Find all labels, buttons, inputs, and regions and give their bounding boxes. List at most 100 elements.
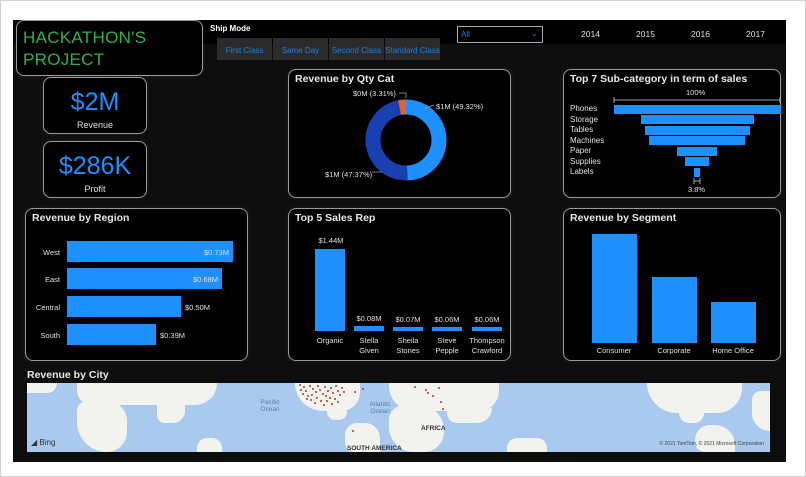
funnel-bar-paper[interactable] bbox=[677, 147, 717, 156]
top-sales-rep-card: Top 5 Sales Rep $1.44M $0.08M $0.07M $0.… bbox=[288, 208, 511, 361]
region-row-east: East $0.68M bbox=[32, 268, 247, 290]
map-title: Revenue by City bbox=[27, 369, 109, 381]
revenue-kpi-card: $2M Revenue bbox=[43, 77, 147, 134]
city-dot bbox=[352, 430, 354, 432]
funnel-top-pct: 100% bbox=[686, 88, 706, 97]
profit-label: Profit bbox=[84, 184, 106, 194]
profit-kpi-card: $286K Profit bbox=[43, 141, 147, 198]
city-dots-europe bbox=[354, 383, 452, 413]
land-shape bbox=[447, 408, 492, 423]
revenue-by-segment-card: Revenue by Segment Consumer Corporate Ho… bbox=[563, 208, 781, 361]
donut-title: Revenue by Qty Cat bbox=[295, 73, 395, 85]
title-card: HACKATHON'S PROJECT bbox=[16, 20, 203, 76]
land-shape bbox=[77, 383, 217, 405]
year-2017[interactable]: 2017 bbox=[746, 29, 765, 39]
segment-cat-corporate: Corporate bbox=[657, 346, 691, 355]
funnel-bar-labels[interactable] bbox=[694, 168, 700, 177]
revenue-by-region-card: Revenue by Region West $0.73M East $0.68… bbox=[25, 208, 248, 361]
region-bar-central[interactable] bbox=[67, 296, 181, 317]
atlantic-ocean-label: Atlantic Ocean bbox=[369, 401, 391, 415]
revenue-value: $2M bbox=[70, 88, 120, 116]
top-subcategory-card: Top 7 Sub-category in term of sales 100%… bbox=[563, 69, 781, 198]
region-cat-west: West bbox=[43, 248, 60, 257]
bing-text: Bing bbox=[39, 438, 56, 447]
region-cat-central: Central bbox=[35, 303, 60, 312]
sales-rep-bar-sheila-stones[interactable] bbox=[393, 327, 423, 331]
sales-rep-name-4: Thompson Crawford bbox=[469, 336, 505, 355]
land-shape bbox=[679, 411, 704, 423]
sales-rep-val-4: $0.06M bbox=[474, 315, 500, 324]
sales-rep-name-0: Organic bbox=[316, 336, 344, 345]
ship-mode-label: Ship Mode bbox=[210, 24, 251, 33]
region-cat-south: South bbox=[40, 331, 60, 340]
region-val-central: $0.50M bbox=[185, 303, 211, 312]
funnel-bar-machines[interactable] bbox=[649, 136, 745, 145]
page-title: HACKATHON'S PROJECT bbox=[23, 27, 146, 71]
dropdown-value: All bbox=[461, 30, 470, 39]
funnel-cat-supplies: Supplies bbox=[570, 156, 601, 166]
ship-mode-same-day[interactable]: Same Day bbox=[273, 38, 328, 60]
funnel-bar-storage[interactable] bbox=[641, 115, 754, 124]
segment-bar-home-office[interactable] bbox=[711, 302, 756, 343]
sales-rep-bar-thompson-crawford[interactable] bbox=[472, 327, 502, 331]
land-shape bbox=[77, 401, 127, 452]
revenue-by-qty-cat-card: Revenue by Qty Cat $1M (49.32%) $1M (47.… bbox=[288, 69, 511, 198]
sales-rep-bar-stella-given[interactable] bbox=[354, 326, 384, 331]
land-shape bbox=[389, 405, 444, 452]
sales-rep-name-3: Steve Pepple bbox=[435, 336, 459, 355]
segment-title: Revenue by Segment bbox=[570, 212, 677, 224]
filter-dropdown[interactable]: All ⌄ bbox=[457, 26, 543, 43]
year-2015[interactable]: 2015 bbox=[636, 29, 655, 39]
map-copyright: © 2021 TomTom, © 2021 Microsoft Corporat… bbox=[659, 441, 764, 447]
funnel-bottom-pct: 3.8% bbox=[688, 185, 706, 194]
segment-bar-consumer[interactable] bbox=[592, 234, 637, 343]
ship-mode-slicer: First Class Same Day Second Class Standa… bbox=[217, 38, 441, 60]
funnel-cat-storage: Storage bbox=[570, 114, 599, 124]
funnel-bar-phones[interactable] bbox=[614, 105, 781, 114]
region-title: Revenue by Region bbox=[32, 212, 130, 224]
sales-rep-name-1: Stella Given bbox=[359, 336, 379, 355]
funnel-bar-tables[interactable] bbox=[645, 126, 750, 135]
region-row-central: Central $0.50M bbox=[32, 296, 247, 318]
sales-rep-val-2: $0.07M bbox=[395, 315, 421, 324]
donut-label-3: $0M (3.31%) bbox=[353, 89, 396, 98]
segment-cat-home-office: Home Office bbox=[712, 346, 754, 355]
funnel-title: Top 7 Sub-category in term of sales bbox=[570, 73, 748, 85]
africa-label: AFRICA bbox=[421, 425, 446, 432]
funnel-bar-supplies[interactable] bbox=[685, 157, 709, 166]
donut-label-1: $1M (49.32%) bbox=[436, 102, 484, 111]
sales-rep-title: Top 5 Sales Rep bbox=[295, 212, 376, 224]
region-bar-south[interactable] bbox=[67, 324, 156, 345]
region-val-south: $0.39M bbox=[160, 331, 186, 340]
donut-label-2: $1M (47.37%) bbox=[325, 170, 373, 179]
year-slicer: 2014 2015 2016 2017 bbox=[563, 29, 783, 39]
region-row-west: West $0.73M bbox=[32, 241, 247, 263]
land-shape bbox=[752, 391, 770, 431]
sales-rep-val-3: $0.06M bbox=[434, 315, 460, 324]
land-shape bbox=[327, 408, 347, 420]
ship-mode-second-class[interactable]: Second Class bbox=[329, 38, 384, 60]
report-canvas: HACKATHON'S PROJECT Ship Mode First Clas… bbox=[13, 20, 786, 462]
land-shape bbox=[27, 383, 57, 393]
title-line-1: HACKATHON'S bbox=[23, 28, 147, 47]
ship-mode-first-class[interactable]: First Class bbox=[217, 38, 272, 60]
year-2014[interactable]: 2014 bbox=[581, 29, 600, 39]
land-shape bbox=[197, 438, 222, 452]
funnel-cat-labels: Labels bbox=[570, 167, 594, 176]
donut-chart[interactable] bbox=[364, 98, 448, 182]
region-bar-west[interactable] bbox=[67, 241, 233, 262]
segment-cat-consumer: Consumer bbox=[596, 346, 632, 355]
profit-value: $286K bbox=[58, 152, 132, 180]
donut-leader-lines bbox=[372, 92, 435, 173]
region-bar-east[interactable] bbox=[67, 268, 222, 289]
ship-mode-standard-class[interactable]: Standard Class bbox=[385, 38, 440, 60]
year-2016[interactable]: 2016 bbox=[691, 29, 710, 39]
sales-rep-bar-steve-pepple[interactable] bbox=[432, 327, 462, 331]
revenue-by-city-map[interactable]: Pacific Ocean Atlantic Ocean AFRICA SOUTH … bbox=[27, 383, 770, 452]
segment-bar-corporate[interactable] bbox=[652, 277, 697, 343]
sales-rep-bar-organic[interactable] bbox=[315, 249, 345, 331]
land-shape bbox=[695, 425, 735, 452]
region-val-west: $0.73M bbox=[204, 248, 230, 257]
title-line-2: PROJECT bbox=[23, 50, 105, 69]
region-cat-east: East bbox=[44, 275, 60, 284]
